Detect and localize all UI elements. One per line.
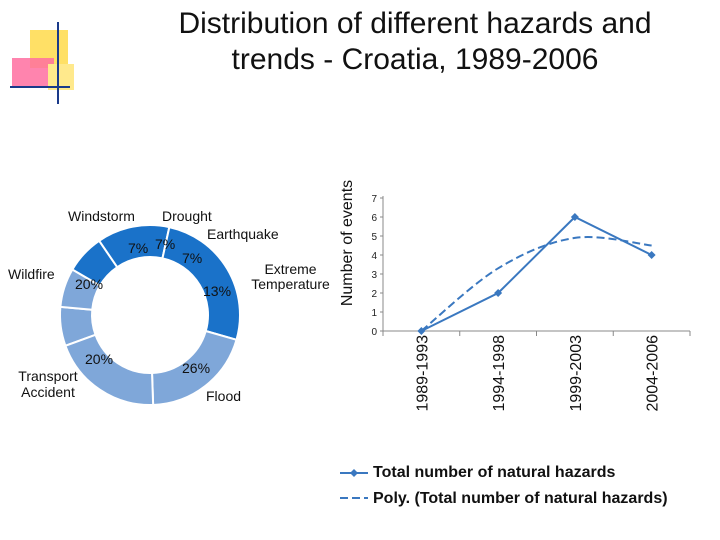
line-chart: 0 1 2 3 4 5 6 7 Number of events 1989-1993 1994-19… <box>339 180 691 499</box>
label-wildfire: Wildfire <box>8 266 55 282</box>
label-flood: Flood <box>206 388 242 404</box>
y-tick-label: 1 <box>371 308 377 319</box>
label-transport-accident: Transport Accident <box>8 368 88 400</box>
legend-marker-total <box>350 469 358 477</box>
pct-extreme-temperature: 13% <box>203 283 232 299</box>
x-tick-label: 2004-2006 <box>645 335 662 412</box>
y-tick-label: 7 <box>371 194 377 205</box>
y-tick-label: 2 <box>371 289 377 300</box>
pct-earthquake: 7% <box>182 250 203 266</box>
y-tick-label: 6 <box>371 213 377 224</box>
deco-horizontal-line <box>10 86 70 88</box>
donut-slice-wildfire <box>64 333 155 406</box>
pct-flood: 26% <box>182 360 211 376</box>
x-tick-label: 1994-1998 <box>491 335 508 412</box>
x-tick-label: 1999-2003 <box>568 335 585 412</box>
legend-poly: Poly. (Total number of natural hazards) <box>373 490 668 507</box>
deco-vertical-line <box>57 22 59 104</box>
pct-windstorm: 7% <box>128 240 149 256</box>
y-tick-label: 5 <box>371 232 377 243</box>
y-tick-label: 0 <box>371 327 377 338</box>
title-line-2: trends - Croatia, 1989-2006 <box>231 43 599 76</box>
y-tick-label: 4 <box>371 251 377 262</box>
label-windstorm: Windstorm <box>68 208 135 224</box>
label-extreme-temperature-text: Extreme Temperature <box>251 261 330 292</box>
label-extreme-temperature: Extreme Temperature <box>243 262 338 292</box>
title-line-1: Distribution of different hazards and <box>178 7 652 40</box>
x-tick-label: 1989-1993 <box>414 335 431 412</box>
label-transport-accident-text: Transport Accident <box>18 368 78 400</box>
pct-wildfire: 20% <box>75 276 104 292</box>
legend-total: Total number of natural hazards <box>373 464 616 481</box>
series-line-total <box>420 215 653 332</box>
slide-title: Distribution of different hazards and tr… <box>150 6 680 78</box>
label-drought: Drought <box>162 208 212 224</box>
donut-chart <box>59 224 241 406</box>
y-axis-title: Number of events <box>339 180 356 306</box>
series-point-total <box>647 251 656 259</box>
series-point-total <box>570 213 579 221</box>
label-earthquake: Earthquake <box>207 226 279 242</box>
deco-yellow-square-small <box>48 64 74 90</box>
series-line-poly-trend <box>420 236 652 332</box>
pct-drought: 7% <box>155 236 176 252</box>
pct-transport-accident: 20% <box>85 351 114 367</box>
series-point-total <box>494 289 503 297</box>
y-tick-label: 3 <box>371 270 377 281</box>
deco-pink-square <box>12 58 54 88</box>
